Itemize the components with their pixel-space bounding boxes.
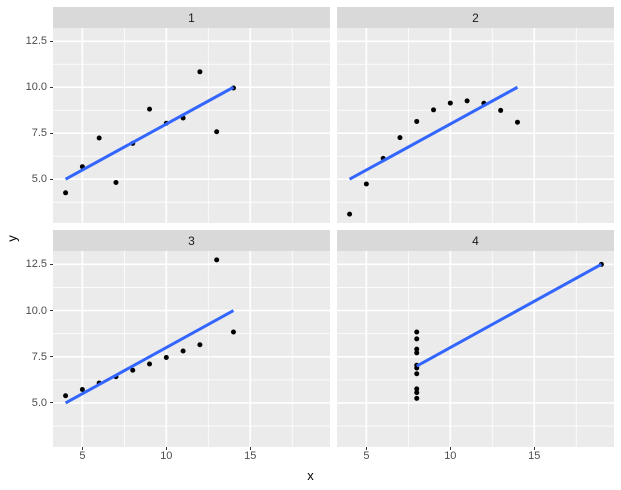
data-point (214, 129, 220, 135)
data-point (514, 119, 520, 125)
data-point (147, 361, 153, 367)
facet-strip-label: 2 (472, 10, 479, 25)
gridlines (337, 251, 614, 447)
x-tick-label: 15 (528, 450, 541, 462)
data-point (414, 336, 420, 342)
data-point (79, 386, 85, 392)
y-tick-mark (50, 132, 53, 134)
data-point (214, 257, 220, 263)
regression-line (64, 309, 235, 405)
y-tick-mark (50, 263, 53, 265)
data-point (498, 107, 504, 113)
regression-line (64, 85, 235, 181)
data-point (414, 386, 420, 392)
y-tick-mark (50, 402, 53, 404)
facet-strip-label: 4 (472, 233, 479, 248)
data-point (63, 190, 69, 196)
data-point (431, 107, 437, 113)
data-point (130, 367, 136, 373)
y-tick-mark (50, 40, 53, 42)
panel-background (53, 251, 330, 447)
data-point (397, 135, 403, 141)
facet-strip: 3 (53, 230, 330, 251)
data-point (163, 355, 169, 361)
y-tick-label: 12.5 (25, 35, 47, 48)
data-point (197, 342, 203, 348)
data-point (414, 395, 420, 401)
data-point (363, 181, 369, 187)
x-tick-label: 5 (79, 450, 86, 462)
y-tick-label: 5.0 (31, 396, 47, 409)
y-tick-label: 7.5 (31, 350, 47, 363)
facet-strip-label: 3 (188, 233, 195, 248)
y-axis-title: y (4, 235, 20, 242)
facet-panel-1 (53, 28, 330, 223)
y-tick-label: 10.0 (25, 304, 47, 317)
facet-strip: 2 (337, 7, 614, 28)
regression-line (348, 85, 519, 181)
data-point (414, 390, 420, 396)
data-point (113, 180, 119, 186)
data-point (414, 350, 420, 356)
data-point (63, 393, 69, 399)
data-point (414, 346, 420, 352)
data-point (180, 348, 186, 354)
data-point (414, 371, 420, 377)
regression-line (416, 263, 603, 368)
x-tick-mark (533, 447, 535, 450)
y-tick-label: 5.0 (31, 173, 47, 186)
x-tick-label: 10 (444, 450, 457, 462)
x-tick-mark (365, 447, 367, 450)
x-tick-label: 10 (160, 450, 173, 462)
data-point (347, 211, 353, 217)
data-point (230, 329, 236, 335)
x-tick-label: 15 (244, 450, 257, 462)
y-tick-label: 12.5 (25, 258, 47, 271)
panel-background (337, 28, 614, 223)
facet-panel-3 (53, 251, 330, 447)
facet-strip-label: 1 (188, 10, 195, 25)
y-tick-mark (50, 178, 53, 180)
y-tick-mark (50, 310, 53, 312)
y-tick-mark (50, 356, 53, 358)
facet-panel-4 (337, 251, 614, 447)
x-tick-mark (449, 447, 451, 450)
x-tick-mark (249, 447, 251, 450)
y-tick-label: 7.5 (31, 127, 47, 140)
data-points (347, 98, 520, 217)
x-tick-mark (165, 447, 167, 450)
facet-strip: 4 (337, 230, 614, 251)
data-point (414, 329, 420, 335)
panel-background (53, 28, 330, 223)
data-point (414, 118, 420, 124)
data-point (147, 106, 153, 112)
data-point (464, 98, 470, 104)
data-point (197, 69, 203, 75)
x-axis-title: x (307, 468, 314, 483)
y-tick-label: 10.0 (25, 81, 47, 94)
x-tick-label: 5 (363, 450, 370, 462)
x-tick-mark (81, 447, 83, 450)
data-point (447, 100, 453, 106)
facet-panel-2 (337, 28, 614, 223)
facet-strip: 1 (53, 7, 330, 28)
y-tick-mark (50, 86, 53, 88)
data-point (96, 135, 102, 141)
data-points (414, 261, 604, 401)
